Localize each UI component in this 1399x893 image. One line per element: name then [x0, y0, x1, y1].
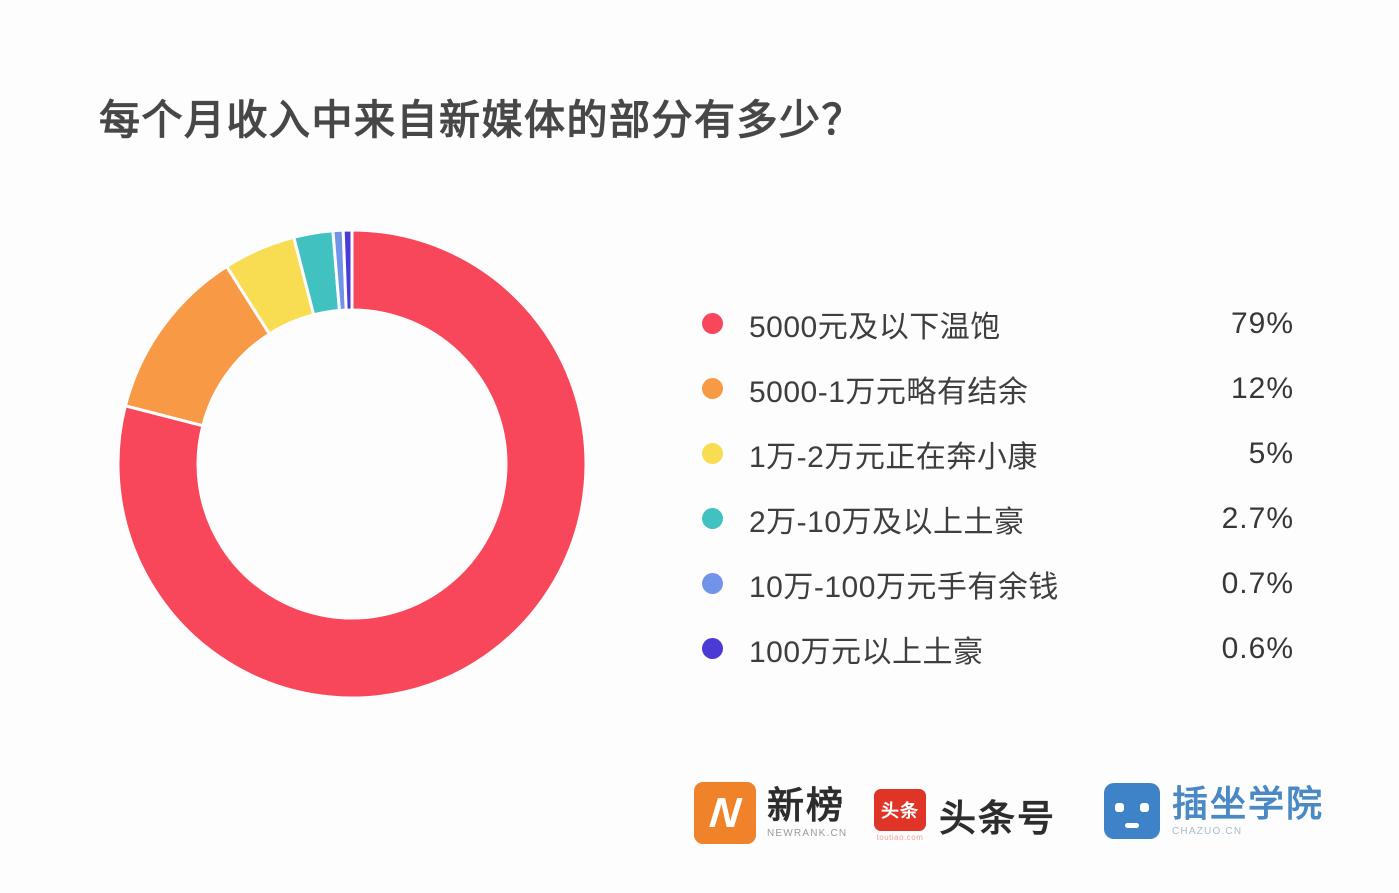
donut-chart [114, 226, 590, 702]
chazuo-face-eye-icon [1115, 803, 1124, 812]
legend-label: 5000-1万元略有结余 [749, 375, 1029, 409]
newrank-brand-name: 新榜 [767, 784, 845, 826]
page-title: 每个月收入中来自新媒体的部分有多少？ [99, 97, 864, 143]
legend-item: 2万-10万及以上土豪 2.7% [702, 486, 1294, 551]
toutiao-badge-url: toutiao.com [876, 832, 924, 842]
legend-item: 100万元以上土豪 0.6% [702, 616, 1294, 681]
legend: 5000元及以下温饱 79% 5000-1万元略有结余 12% 1万-2万元正在… [702, 291, 1294, 681]
legend-item: 5000元及以下温饱 79% [702, 291, 1294, 356]
legend-item: 5000-1万元略有结余 12% [702, 356, 1294, 421]
newrank-logo-icon: N [694, 782, 756, 844]
legend-item: 10万-100万元手有余钱 0.7% [702, 551, 1294, 616]
chazuo-face-mouth-icon [1125, 823, 1139, 828]
chazuo-face-eye-icon [1140, 803, 1149, 812]
toutiao-brand-name: 头条号 [939, 798, 1056, 839]
legend-swatch-icon [702, 573, 723, 594]
chazuo-brand-name: 插坐学院 [1172, 783, 1325, 825]
newrank-n-glyph: N [707, 789, 743, 836]
legend-value: 2.7% [1221, 501, 1294, 535]
legend-value: 0.6% [1221, 631, 1294, 665]
newrank-logo: N 新榜 NEWRANK.CN [694, 782, 847, 844]
legend-label: 2万-10万及以上土豪 [749, 505, 1025, 539]
legend-label: 10万-100万元手有余钱 [749, 570, 1059, 604]
legend-value: 79% [1230, 306, 1294, 340]
legend-value: 5% [1248, 436, 1294, 470]
legend-label: 5000元及以下温饱 [749, 310, 1001, 344]
toutiao-logo-icon: 头条 [874, 788, 926, 831]
chazuo-logo: 插坐学院 CHAZUO.CN [1104, 783, 1324, 839]
legend-value: 12% [1230, 371, 1294, 405]
legend-swatch-icon [702, 638, 723, 659]
donut-slice [341, 228, 354, 312]
toutiao-logo: 头条 toutiao.com 头条号 [874, 788, 1056, 842]
chazuo-logo-icon [1104, 783, 1160, 839]
legend-swatch-icon [702, 443, 723, 464]
donut-chart-svg [116, 228, 588, 700]
newrank-brand-url: NEWRANK.CN [767, 828, 848, 840]
legend-swatch-icon [702, 508, 723, 529]
legend-swatch-icon [702, 378, 723, 399]
legend-value: 0.7% [1221, 566, 1294, 600]
chazuo-brand-url: CHAZUO.CN [1172, 825, 1243, 837]
legend-label: 1万-2万元正在奔小康 [749, 440, 1038, 474]
legend-label: 100万元以上土豪 [749, 635, 984, 669]
legend-swatch-icon [702, 313, 723, 334]
legend-item: 1万-2万元正在奔小康 5% [702, 421, 1294, 486]
donut-slice [116, 228, 588, 700]
toutiao-badge-text: 头条 [881, 800, 919, 821]
